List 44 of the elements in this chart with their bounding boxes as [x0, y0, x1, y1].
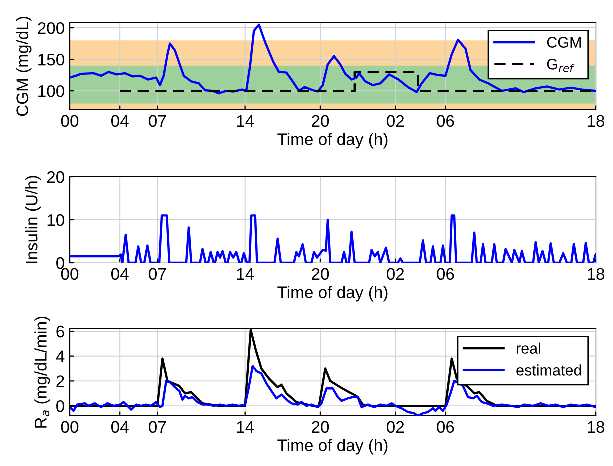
x-axis-title: Time of day (h) [278, 133, 388, 149]
x-tick-label: 07 [149, 421, 166, 434]
y-tick-label: 6 [56, 326, 64, 338]
legend-label: G$_{ref}$ [547, 59, 575, 72]
x-tick-label: 06 [437, 268, 454, 280]
legend-label: CGM [547, 37, 581, 48]
y-tick-label: 200 [38, 22, 64, 34]
x-tick-label: 20 [312, 115, 330, 128]
x-tick-label: 20 [312, 268, 330, 280]
x-tick-label: 06 [437, 421, 454, 434]
y-tick-label: 20 [47, 171, 64, 184]
x-tick-label: 20 [312, 421, 330, 434]
y-tick-label: 4 [56, 350, 65, 362]
x-tick-label: 02 [387, 268, 404, 280]
x-tick-label: 18 [588, 421, 605, 434]
x-tick-label: 18 [588, 268, 605, 280]
x-tick-label: 00 [61, 421, 79, 434]
y-axis-title: R$_{a}$ (mg/dL/min) [34, 316, 50, 428]
x-tick-label: 14 [237, 115, 254, 127]
y-tick-label: 0 [56, 400, 64, 412]
legend-label: estimated [516, 364, 582, 376]
x-axis-title: Time of day (h) [278, 439, 388, 455]
x-tick-label: 04 [111, 115, 129, 128]
x-tick-label: 00 [61, 268, 79, 280]
legend-label: real [517, 342, 540, 354]
x-tick-label: 00 [61, 115, 79, 128]
y-tick-label: 100 [38, 85, 64, 98]
x-tick-label: 07 [149, 115, 166, 128]
y-tick-label: 0 [56, 257, 64, 270]
x-tick-label: 04 [111, 421, 129, 434]
y-tick-label: 150 [38, 54, 64, 66]
x-tick-label: 14 [237, 421, 254, 433]
x-tick-label: 18 [588, 115, 605, 128]
x-tick-label: 04 [111, 268, 129, 280]
y-tick-label: 10 [48, 214, 64, 226]
x-tick-label: 07 [149, 268, 166, 280]
x-tick-label: 06 [437, 115, 454, 128]
y-axis-title: CGM (mg/dL) [16, 17, 32, 116]
x-tick-label: 02 [387, 115, 404, 128]
x-tick-label: 02 [387, 421, 404, 434]
y-axis-title: Insulin (U/h) [26, 176, 42, 264]
x-axis-title: Time of day (h) [278, 286, 388, 302]
y-tick-label: 2 [56, 376, 64, 388]
x-tick-label: 14 [237, 268, 254, 280]
